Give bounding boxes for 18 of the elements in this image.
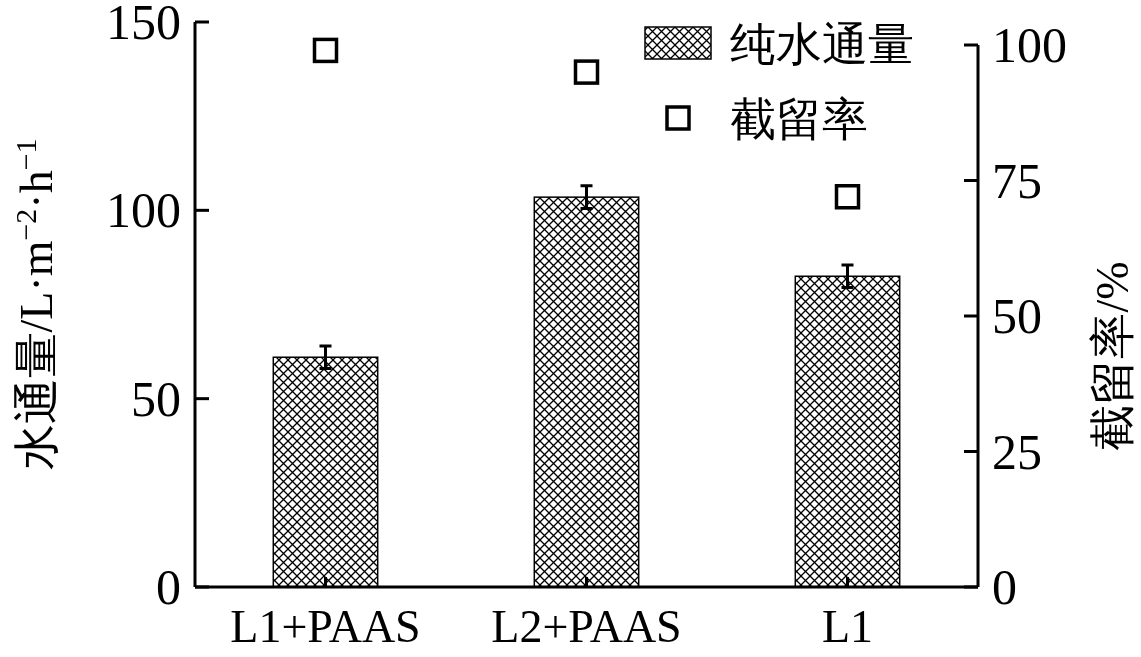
y-tick-label: 50	[131, 370, 181, 427]
y2-tick-label: 25	[992, 423, 1042, 480]
y2-tick-label: 100	[992, 17, 1067, 73]
y2-tick-label: 75	[992, 152, 1042, 209]
y-tick-label: 100	[106, 182, 181, 239]
point	[573, 59, 600, 85]
y-tick-label: 0	[156, 559, 181, 615]
legend-label: 纯水通量	[730, 19, 914, 70]
y2-tick-label: 0	[992, 559, 1017, 615]
point	[834, 184, 861, 210]
legend-label: 截留率	[730, 94, 868, 145]
point	[312, 37, 339, 64]
x-tick-label: L1+PAAS	[230, 601, 421, 652]
y2-tick-label: 50	[992, 288, 1042, 344]
x-tick-label: L1	[821, 601, 874, 652]
y2-axis-title: 截留率/%	[1087, 261, 1138, 451]
y-tick-label: 150	[106, 0, 181, 50]
x-tick-label: L2+PAAS	[491, 601, 682, 652]
